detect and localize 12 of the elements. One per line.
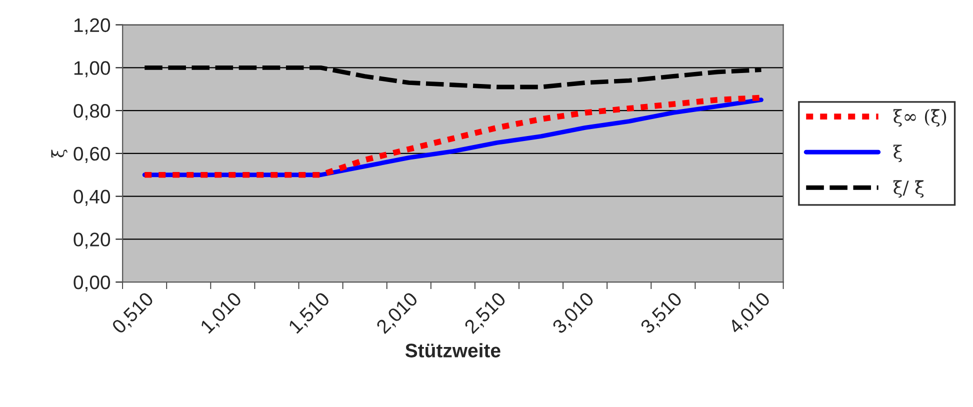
y-tick-label: 0,40 <box>74 190 110 206</box>
legend-label: ξ/ ξ̄ <box>894 180 924 198</box>
legend-label: ξ∞ (ξ̄) <box>894 109 946 127</box>
legend-label: ξ <box>894 144 902 162</box>
y-tick-label: 0,20 <box>74 232 110 249</box>
y-tick-label: 1,00 <box>74 61 110 78</box>
x-axis-title: Stützweite <box>405 343 500 358</box>
y-tick-label: 0,00 <box>74 276 110 292</box>
y-tick-label: 1,20 <box>74 18 110 34</box>
y-tick-label: 0,60 <box>74 146 110 163</box>
y-axis-title: ξ̄ <box>51 150 68 158</box>
y-tick-label: 0,80 <box>74 104 110 120</box>
